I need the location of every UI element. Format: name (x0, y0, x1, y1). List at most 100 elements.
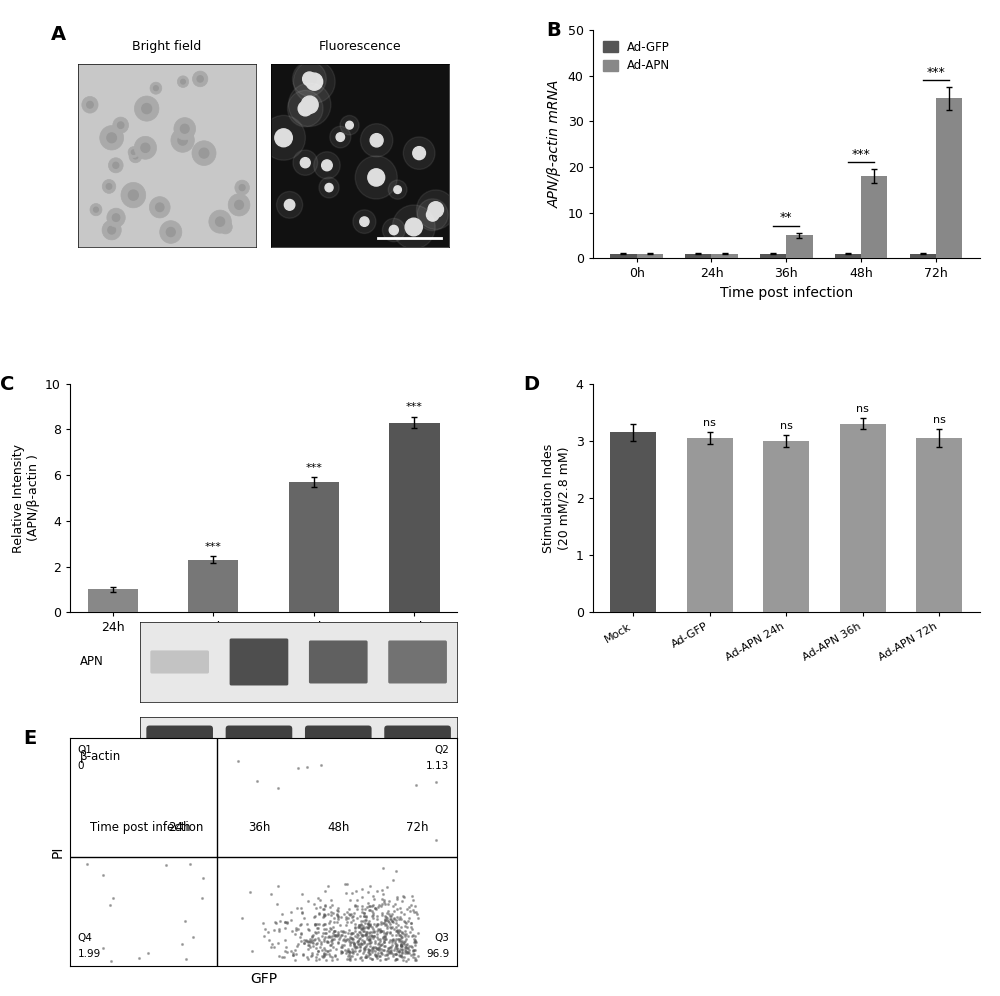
Point (408, 934, 424, 950)
Point (357, 939, 373, 955)
Bar (685, 254, 711, 258)
Point (290, 920, 306, 936)
Point (320, 942, 336, 958)
Point (396, 906, 412, 922)
Point (343, 914, 359, 930)
Point (390, 925, 406, 941)
Point (349, 945, 365, 961)
Point (230, 753, 246, 769)
Point (339, 913, 355, 929)
Point (361, 944, 377, 960)
Point (335, 922, 351, 938)
Point (373, 940, 389, 956)
Point (403, 896, 419, 912)
Point (399, 940, 415, 956)
Text: ***: *** (406, 402, 423, 412)
Point (390, 917, 406, 933)
Point (389, 922, 405, 938)
Text: **: ** (780, 211, 793, 224)
Point (342, 892, 358, 908)
Bar (760, 254, 786, 258)
Point (316, 933, 332, 949)
Point (271, 948, 287, 964)
Point (279, 915, 295, 931)
Point (309, 916, 325, 932)
Point (403, 938, 419, 954)
Point (355, 919, 371, 935)
Point (386, 909, 402, 925)
Point (322, 912, 338, 928)
Point (324, 931, 340, 947)
Point (326, 922, 342, 938)
Point (381, 944, 397, 960)
Point (375, 942, 391, 958)
Point (351, 919, 367, 935)
Point (400, 940, 416, 956)
Point (266, 922, 282, 938)
Point (371, 897, 387, 913)
Point (322, 947, 338, 963)
Point (306, 932, 322, 948)
Point (376, 892, 392, 908)
Point (260, 924, 276, 940)
Point (344, 941, 360, 957)
Point (324, 935, 340, 951)
Point (347, 938, 363, 954)
Point (341, 901, 357, 917)
Point (313, 935, 329, 951)
Point (377, 907, 393, 923)
Point (360, 919, 376, 935)
Point (339, 875, 355, 891)
Point (351, 942, 367, 958)
Point (354, 936, 370, 952)
Point (388, 864, 404, 879)
Point (364, 924, 380, 940)
Point (342, 950, 358, 966)
Point (351, 930, 367, 946)
Point (399, 944, 415, 960)
Point (376, 927, 392, 943)
Point (397, 945, 413, 961)
Point (310, 943, 326, 959)
Point (406, 931, 422, 947)
Point (333, 939, 349, 955)
Point (337, 942, 353, 958)
Point (396, 889, 412, 905)
Point (391, 931, 407, 947)
Point (391, 943, 407, 959)
Point (79, 856, 95, 872)
Point (364, 903, 380, 919)
Point (289, 900, 305, 916)
Point (383, 945, 399, 961)
Point (292, 929, 308, 945)
Point (379, 946, 395, 962)
Point (362, 915, 378, 931)
Point (326, 910, 342, 926)
Point (403, 915, 419, 931)
Point (410, 948, 426, 964)
Point (398, 953, 414, 969)
Point (270, 877, 286, 893)
Point (283, 903, 299, 919)
Point (353, 917, 369, 933)
Point (384, 913, 400, 929)
Point (397, 940, 413, 956)
Point (360, 944, 376, 960)
Point (292, 917, 308, 933)
Point (355, 927, 371, 943)
Bar (289, 482, 339, 613)
Point (357, 940, 373, 956)
Point (364, 943, 380, 959)
Point (363, 927, 379, 943)
Point (374, 946, 390, 962)
Point (338, 932, 354, 948)
Point (353, 916, 369, 932)
Point (389, 909, 405, 925)
Point (313, 757, 329, 773)
Point (386, 903, 402, 919)
Point (407, 931, 423, 947)
Point (329, 905, 345, 921)
Point (338, 916, 354, 932)
Point (302, 934, 318, 950)
Point (287, 925, 303, 941)
